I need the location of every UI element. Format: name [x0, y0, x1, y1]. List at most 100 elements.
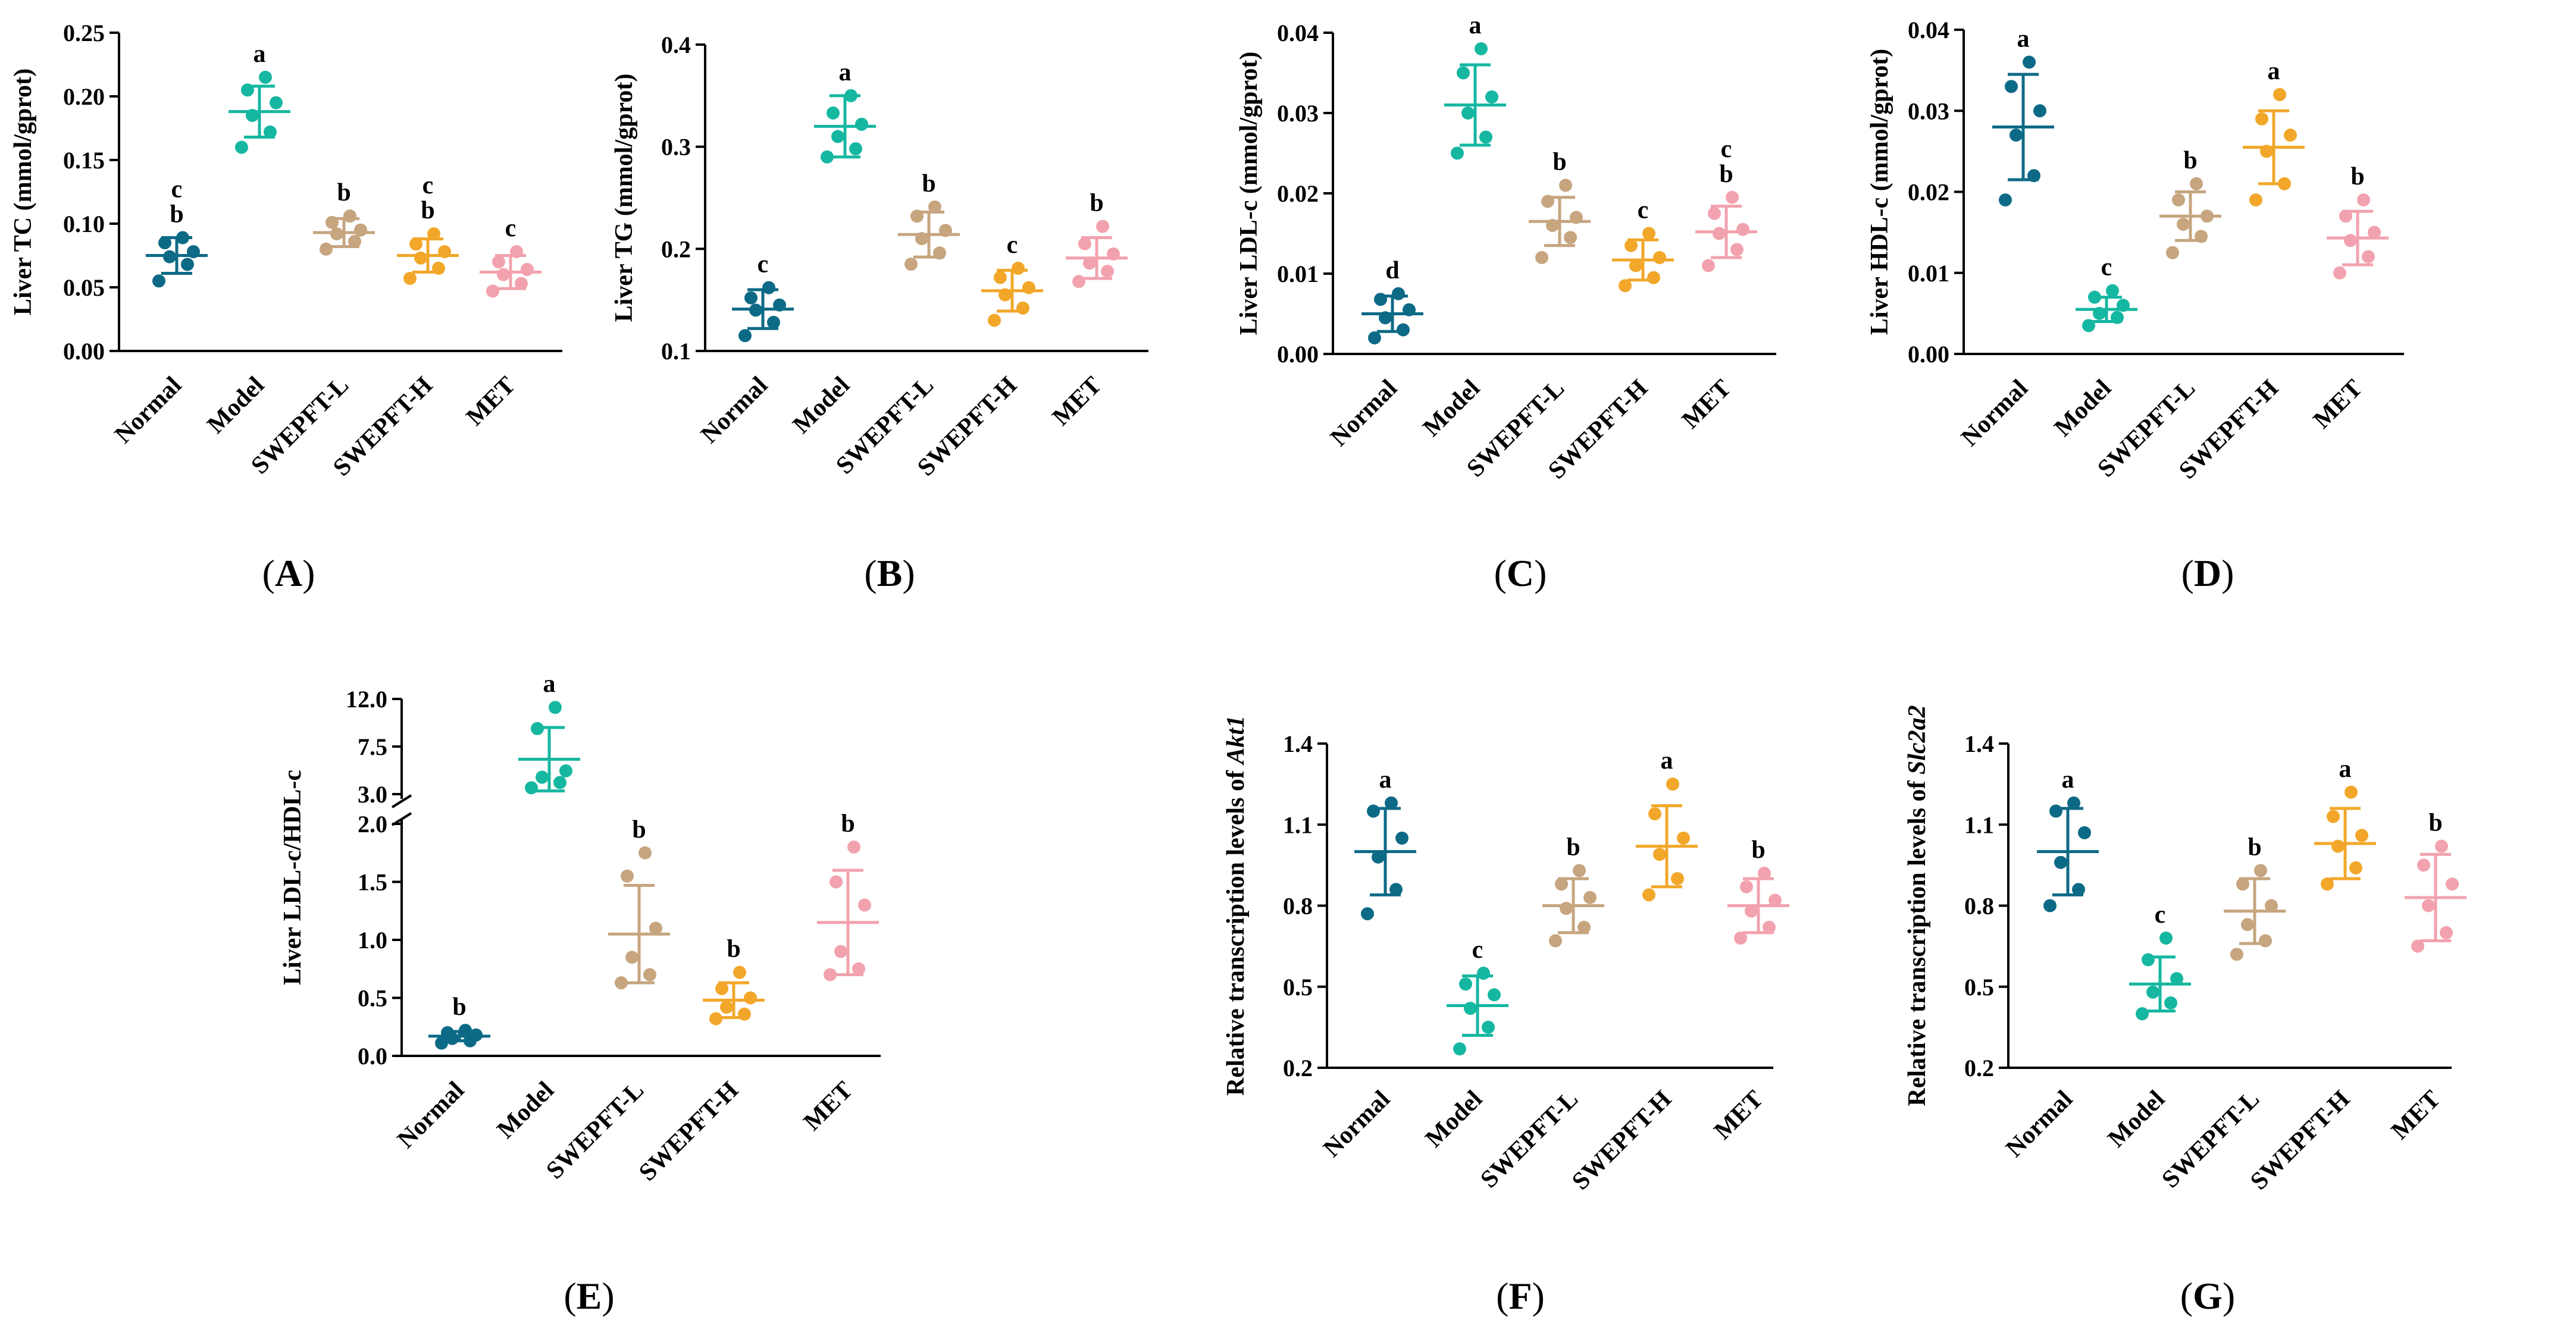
panel-letter: F	[1508, 1275, 1532, 1317]
data-point	[1702, 259, 1715, 272]
panel-d: 0.00 0.01 0.02 0.03 0.04 Liver HDL-c (mmol/gp…	[1866, 17, 2404, 594]
y-tick-label: 0.3	[661, 134, 691, 161]
group-normal: Normal a	[1956, 26, 2054, 451]
data-point	[847, 841, 860, 854]
data-point	[824, 968, 837, 982]
data-point	[2190, 177, 2203, 190]
x-tick-label: Normal	[109, 372, 187, 449]
y-tick-label: 0.8	[1283, 893, 1313, 920]
panel-letter: E	[577, 1275, 602, 1317]
data-point	[1677, 831, 1690, 845]
y-tick-label: 0.10	[63, 211, 105, 237]
group-swepft-l: SWEPFT-Lb	[2156, 833, 2286, 1193]
significance-letter: a	[2017, 26, 2030, 53]
data-point	[615, 976, 628, 990]
data-point	[1555, 877, 1568, 891]
significance-letter: c	[1472, 936, 1483, 964]
data-point	[649, 921, 662, 935]
y-tick-label: 2.0	[358, 811, 387, 838]
data-point	[2265, 899, 2278, 913]
group-normal: Normal a	[1318, 766, 1416, 1162]
data-point	[709, 1012, 722, 1026]
data-point	[643, 968, 656, 982]
data-point	[1477, 967, 1490, 980]
data-point	[1479, 130, 1492, 144]
y-tick-label: 12.0	[346, 686, 387, 713]
data-point	[492, 255, 505, 269]
y-tick-label: 0.0	[358, 1043, 387, 1070]
x-tick-label: Normal	[1325, 375, 1403, 452]
y-tick-label: 0.2	[1964, 1055, 1994, 1081]
data-point	[2331, 839, 2345, 853]
data-point	[1642, 888, 1655, 902]
significance-letter: c	[1638, 197, 1649, 224]
data-point	[638, 846, 652, 860]
panel-e: 0.0 0.5 1.0 1.5 2.0 3.0 7.5 12.0 Liver LDL-c/HDL…	[279, 670, 881, 1317]
data-point	[354, 223, 367, 237]
data-point	[844, 89, 857, 102]
y-tick-label: 0.01	[1277, 261, 1319, 287]
data-point	[2411, 939, 2424, 953]
group-swepft-h: SWEPFT-Hc	[1543, 197, 1674, 484]
panel-label: (C)	[1494, 552, 1547, 594]
data-point	[849, 142, 862, 156]
data-point	[2049, 804, 2062, 818]
x-tick-label: MET	[1677, 375, 1736, 434]
data-point	[2349, 861, 2362, 874]
data-point	[1583, 891, 1597, 904]
data-point	[2435, 839, 2448, 853]
data-point	[2067, 796, 2080, 810]
data-point	[2023, 55, 2036, 69]
data-point	[1546, 219, 1559, 232]
data-point	[264, 125, 277, 139]
data-point	[715, 982, 728, 995]
data-point	[1488, 988, 1501, 1002]
significance-letter: b	[452, 993, 466, 1021]
data-point	[773, 298, 786, 312]
data-point	[1372, 850, 1385, 864]
y-tick-label: 0.03	[1908, 98, 1949, 124]
x-tick-label: Normal	[696, 372, 773, 449]
data-point	[2093, 306, 2106, 320]
significance-letter: a	[839, 59, 852, 86]
data-point	[1648, 807, 1661, 821]
y-axis-label: Liver LDL-c (mmol/gprot)	[1235, 52, 1263, 336]
x-tick-label: Model	[1418, 375, 1485, 442]
significance-letter: c	[2101, 254, 2112, 281]
panel-label: (E)	[564, 1275, 614, 1317]
y-tick-label: 0.04	[1277, 20, 1319, 46]
group-model: Model a	[1418, 12, 1506, 442]
group-swepft-h: SWEPFT-Ha	[2174, 58, 2305, 484]
x-tick-label: SWEPFT-L	[541, 1077, 649, 1185]
panel-f: 0.2 0.5 0.8 1.1 1.4 Relative transcription le…	[1222, 716, 1789, 1317]
data-point	[855, 117, 868, 131]
group-met: MET c	[461, 215, 542, 431]
data-point	[1385, 796, 1398, 810]
y-tick-label: 0.4	[661, 32, 691, 58]
data-point	[2146, 985, 2159, 999]
y-axis-label-text: Relative transcription levels of	[1904, 775, 1931, 1106]
data-point	[438, 245, 451, 259]
data-point	[414, 251, 427, 265]
group-met: MET b	[2386, 810, 2467, 1145]
data-point	[2321, 877, 2334, 891]
significance-letter: b	[1553, 149, 1566, 176]
data-point	[435, 1036, 448, 1050]
data-point	[1101, 265, 1114, 278]
x-tick-label: Normal	[392, 1077, 469, 1154]
data-point	[549, 701, 562, 714]
data-point	[738, 1007, 751, 1021]
y-tick-label: 0.04	[1908, 17, 1949, 43]
data-point	[1012, 261, 1025, 275]
data-point	[1653, 848, 1666, 861]
data-point	[427, 227, 440, 241]
panel-letter: D	[2194, 552, 2221, 594]
data-point	[1625, 239, 1638, 252]
data-point	[1078, 237, 1091, 250]
y-tick-label: 1.4	[1964, 730, 1994, 757]
y-tick-label: 0.5	[1964, 974, 1994, 1001]
significance-letter: c	[2155, 901, 2166, 929]
data-point	[1096, 220, 1109, 233]
data-point	[2417, 858, 2430, 872]
